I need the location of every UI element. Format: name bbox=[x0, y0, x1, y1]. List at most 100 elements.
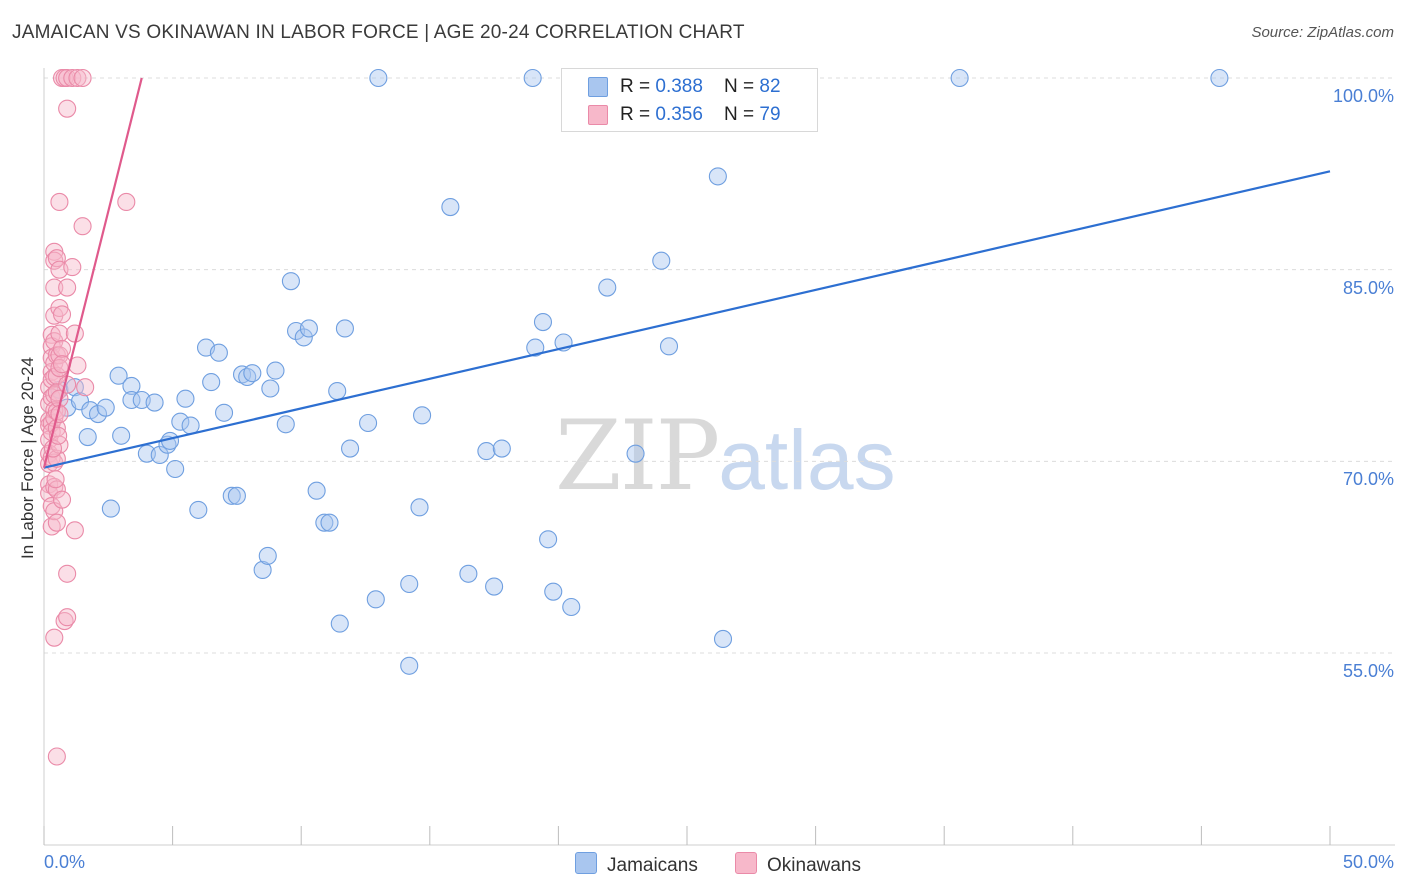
jamaicans-point bbox=[101, 499, 120, 518]
jamaicans-point bbox=[214, 403, 234, 422]
okinawans-point bbox=[47, 249, 66, 268]
okinawans-point bbox=[52, 490, 72, 509]
n-value-jamaicans: 82 bbox=[759, 76, 781, 97]
source-label: Source: ZipAtlas.com bbox=[1251, 24, 1394, 41]
jamaicans-point bbox=[708, 167, 727, 186]
jamaicans-point bbox=[294, 328, 313, 347]
x-tick-label-min: 0.0% bbox=[44, 852, 86, 872]
jamaicans-point bbox=[598, 278, 617, 297]
jamaicans-point bbox=[366, 590, 385, 609]
okinawans-point bbox=[52, 339, 72, 358]
jamaicans-point bbox=[258, 546, 277, 565]
okinawans-trend-line bbox=[42, 77, 143, 468]
y-tick-label: 70.0% bbox=[1342, 469, 1394, 490]
bottom-swatch-jamaicans bbox=[575, 852, 597, 874]
jamaicans-point bbox=[652, 251, 671, 270]
jamaicans-point bbox=[253, 560, 272, 579]
trend-lines bbox=[42, 77, 1331, 469]
jamaicans-point bbox=[243, 364, 262, 383]
jamaicans-point bbox=[477, 442, 496, 461]
jamaicans-point bbox=[320, 513, 339, 532]
jamaicans-point bbox=[400, 574, 419, 594]
jamaicans-point bbox=[209, 343, 228, 362]
jamaicans-point bbox=[202, 373, 221, 392]
legend-text-okinawans: R = 0.356 N = 79 bbox=[620, 103, 781, 127]
okinawans-point bbox=[42, 497, 61, 516]
okinawans-point bbox=[58, 608, 77, 627]
jamaicans-point bbox=[166, 459, 185, 479]
n-value-okinawans: 79 bbox=[759, 104, 781, 125]
jamaicans-point bbox=[533, 313, 553, 332]
y-tick-label: 85.0% bbox=[1342, 277, 1394, 298]
jamaicans-point bbox=[266, 361, 285, 380]
okinawans-point bbox=[58, 564, 77, 583]
okinawans-point bbox=[47, 747, 66, 766]
okinawans-point bbox=[73, 217, 92, 236]
okinawans-point bbox=[68, 68, 87, 88]
jamaicans-point bbox=[328, 382, 347, 401]
correlation-legend: R = 0.388 N = 82 R = 0.356 N = 79 bbox=[561, 68, 818, 132]
okinawans-point bbox=[45, 628, 64, 647]
chart-title: JAMAICAN VS OKINAWAN IN LABOR FORCE | AG… bbox=[12, 22, 745, 43]
bottom-legend-okinawans: Okinawans bbox=[735, 852, 861, 877]
jamaicans-point bbox=[335, 319, 354, 338]
okinawans-point bbox=[50, 192, 69, 211]
n-label: N = bbox=[724, 104, 760, 125]
r-value-jamaicans: 0.388 bbox=[655, 76, 703, 97]
jamaicans-point bbox=[281, 272, 300, 291]
series-okinawans bbox=[40, 68, 136, 766]
jamaicans-point bbox=[485, 577, 504, 596]
jamaicans-point bbox=[150, 445, 169, 464]
y-tick-label: 55.0% bbox=[1342, 661, 1394, 681]
jamaicans-point bbox=[176, 389, 195, 408]
n-label: N = bbox=[724, 76, 760, 97]
legend-swatch-okinawans bbox=[588, 105, 608, 125]
jamaicans-point bbox=[171, 412, 190, 431]
jamaicans-point bbox=[96, 398, 115, 417]
bottom-legend-label-jamaicans: Jamaicans bbox=[607, 855, 698, 876]
jamaicans-point bbox=[122, 376, 141, 395]
jamaicans-point bbox=[109, 366, 128, 385]
jamaicans-point bbox=[626, 444, 645, 463]
jamaicans-point bbox=[492, 439, 511, 458]
okinawans-point bbox=[65, 324, 84, 343]
jamaicans-point bbox=[950, 68, 969, 88]
okinawans-point bbox=[58, 68, 77, 88]
jamaicans-point bbox=[359, 413, 378, 433]
jamaicans-point bbox=[659, 337, 679, 356]
jamaicans-point bbox=[526, 338, 545, 357]
r-value-okinawans: 0.356 bbox=[655, 104, 703, 125]
okinawans-point bbox=[58, 278, 77, 297]
jamaicans-point bbox=[523, 68, 542, 88]
jamaicans-point bbox=[1210, 68, 1229, 88]
bottom-swatch-okinawans bbox=[735, 852, 757, 874]
data-points bbox=[40, 68, 1229, 766]
jamaicans-point bbox=[341, 439, 360, 458]
y-tick-label: 100.0% bbox=[1332, 86, 1394, 106]
okinawans-point bbox=[45, 278, 64, 297]
x-tick-label-max: 50.0% bbox=[1342, 852, 1394, 872]
okinawans-point bbox=[73, 68, 92, 88]
legend-text-jamaicans: R = 0.388 N = 82 bbox=[620, 75, 781, 99]
jamaicans-point bbox=[112, 426, 131, 445]
okinawans-point bbox=[63, 68, 82, 88]
jamaicans-point bbox=[413, 406, 432, 425]
jamaicans-point bbox=[189, 500, 208, 519]
jamaicans-point bbox=[299, 319, 318, 338]
jamaicans-point bbox=[400, 656, 419, 675]
jamaicans-trend-line bbox=[43, 170, 1331, 469]
jamaicans-point bbox=[261, 379, 280, 398]
okinawans-point bbox=[65, 521, 84, 540]
okinawans-point bbox=[63, 258, 82, 277]
series-jamaicans bbox=[50, 68, 1229, 675]
jamaicans-point bbox=[539, 530, 558, 549]
okinawans-point bbox=[58, 99, 77, 118]
jamaicans-point bbox=[222, 486, 241, 505]
watermark: ZIPatlas bbox=[555, 400, 896, 512]
jamaicans-point bbox=[713, 629, 733, 648]
jamaicans-point bbox=[70, 392, 90, 411]
okinawans-point bbox=[45, 251, 64, 270]
okinawans-point bbox=[117, 192, 136, 211]
jamaicans-point bbox=[369, 68, 388, 88]
jamaicans-point bbox=[227, 486, 246, 505]
